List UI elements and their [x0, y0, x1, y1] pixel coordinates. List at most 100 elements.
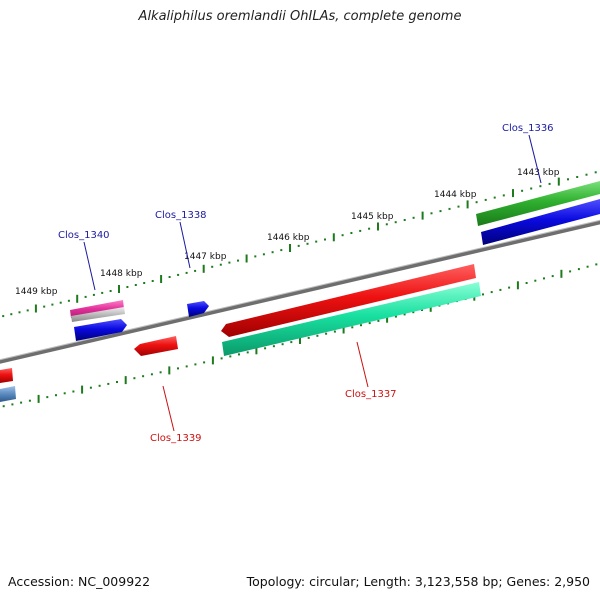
minor-tick — [55, 394, 57, 397]
minor-tick — [439, 210, 442, 213]
minor-tick — [508, 286, 511, 289]
minor-tick — [281, 343, 284, 346]
major-tick — [168, 366, 171, 375]
minor-tick — [385, 223, 388, 226]
minor-tick — [585, 173, 588, 176]
minor-tick — [92, 293, 95, 296]
genome-backbone — [0, 220, 600, 364]
cds-clos-1339[interactable] — [134, 336, 178, 356]
minor-tick — [109, 290, 112, 292]
cds-clos-1338[interactable] — [187, 301, 209, 317]
minor-tick — [72, 390, 75, 393]
minor-tick — [2, 405, 5, 408]
minor-tick — [229, 355, 232, 358]
cds-clos-1340[interactable] — [74, 319, 127, 341]
minor-tick — [126, 286, 129, 288]
minor-tick — [46, 396, 49, 399]
minor-tick — [159, 371, 162, 374]
minor-tick — [290, 341, 293, 344]
forward-track-gray[interactable] — [71, 307, 125, 322]
minor-tick — [521, 189, 524, 192]
minor-tick — [11, 403, 14, 406]
forward-track-pink[interactable] — [70, 300, 124, 318]
major-tick — [342, 325, 345, 334]
minor-tick — [177, 367, 179, 370]
minor-tick — [548, 182, 551, 185]
major-tick — [386, 314, 389, 323]
major-tick — [421, 211, 424, 220]
minor-tick — [63, 392, 66, 395]
minor-tick — [254, 255, 257, 258]
minor-tick — [116, 381, 118, 383]
minor-tick — [421, 309, 423, 311]
minor-tick — [325, 332, 328, 335]
major-tick — [124, 376, 127, 385]
minor-tick — [551, 275, 554, 278]
minor-tick — [107, 382, 110, 385]
minor-tick — [264, 347, 267, 350]
minor-tick — [194, 269, 197, 272]
minor-tick — [484, 198, 487, 201]
minor-tick — [403, 219, 406, 221]
minor-tick — [341, 234, 344, 237]
minor-tick — [448, 207, 451, 210]
accession-text: Accession: NC_009922 — [8, 574, 151, 589]
minor-tick — [238, 353, 240, 356]
minor-tick — [10, 313, 13, 316]
minor-tick — [51, 303, 54, 306]
minor-tick — [246, 351, 249, 354]
minor-tick — [177, 273, 180, 276]
minor-tick — [595, 263, 598, 266]
gene-label-clos-1340[interactable]: Clos_1340 — [58, 230, 110, 241]
cds-left-edge-steel[interactable] — [0, 386, 16, 402]
minor-tick — [394, 315, 397, 318]
minor-tick — [412, 311, 415, 314]
major-tick — [557, 177, 560, 186]
minor-tick — [43, 305, 46, 308]
major-tick — [160, 275, 163, 283]
minor-tick — [430, 212, 433, 215]
minor-tick — [271, 251, 274, 254]
gene-label-clos-1338[interactable]: Clos_1338 — [155, 210, 207, 221]
outer-tick-ring — [2, 171, 597, 318]
minor-tick — [403, 313, 406, 316]
minor-tick — [142, 375, 145, 378]
leader-clos-1336 — [528, 134, 542, 184]
major-tick — [202, 264, 205, 273]
cds-left-edge-red[interactable] — [0, 368, 13, 383]
minor-tick — [576, 176, 579, 178]
minor-tick — [228, 261, 231, 264]
cds-clos-1336[interactable] — [481, 199, 600, 245]
forward-track-green[interactable] — [476, 181, 600, 226]
genome-summary-text: Topology: circular; Length: 3,123,558 bp… — [246, 574, 590, 589]
major-tick — [245, 254, 248, 263]
minor-tick — [316, 334, 319, 337]
minor-tick — [219, 263, 222, 266]
gene-label-clos-1337[interactable]: Clos_1337 — [345, 389, 397, 400]
major-tick — [211, 356, 214, 365]
minor-tick — [194, 363, 197, 366]
minor-tick — [101, 291, 104, 294]
gene-label-clos-1339[interactable]: Clos_1339 — [150, 433, 202, 444]
minor-tick — [324, 238, 326, 241]
minor-tick — [350, 232, 353, 234]
reverse-track-cyan[interactable] — [222, 282, 481, 356]
minor-tick — [59, 301, 62, 304]
major-tick — [81, 385, 84, 394]
minor-tick — [394, 221, 397, 224]
minor-tick — [89, 386, 92, 389]
minor-tick — [499, 288, 502, 291]
scale-label-1447: 1447 kbp — [184, 252, 227, 262]
minor-tick — [84, 295, 87, 298]
minor-tick — [315, 240, 318, 243]
minor-tick — [490, 291, 493, 294]
minor-tick — [482, 293, 484, 296]
gene-label-clos-1336[interactable]: Clos_1336 — [502, 123, 554, 134]
minor-tick — [98, 384, 101, 387]
major-tick — [466, 200, 469, 209]
minor-tick — [185, 271, 188, 274]
cds-clos-1337[interactable] — [221, 264, 476, 337]
major-tick — [76, 294, 79, 303]
minor-tick — [133, 377, 136, 380]
